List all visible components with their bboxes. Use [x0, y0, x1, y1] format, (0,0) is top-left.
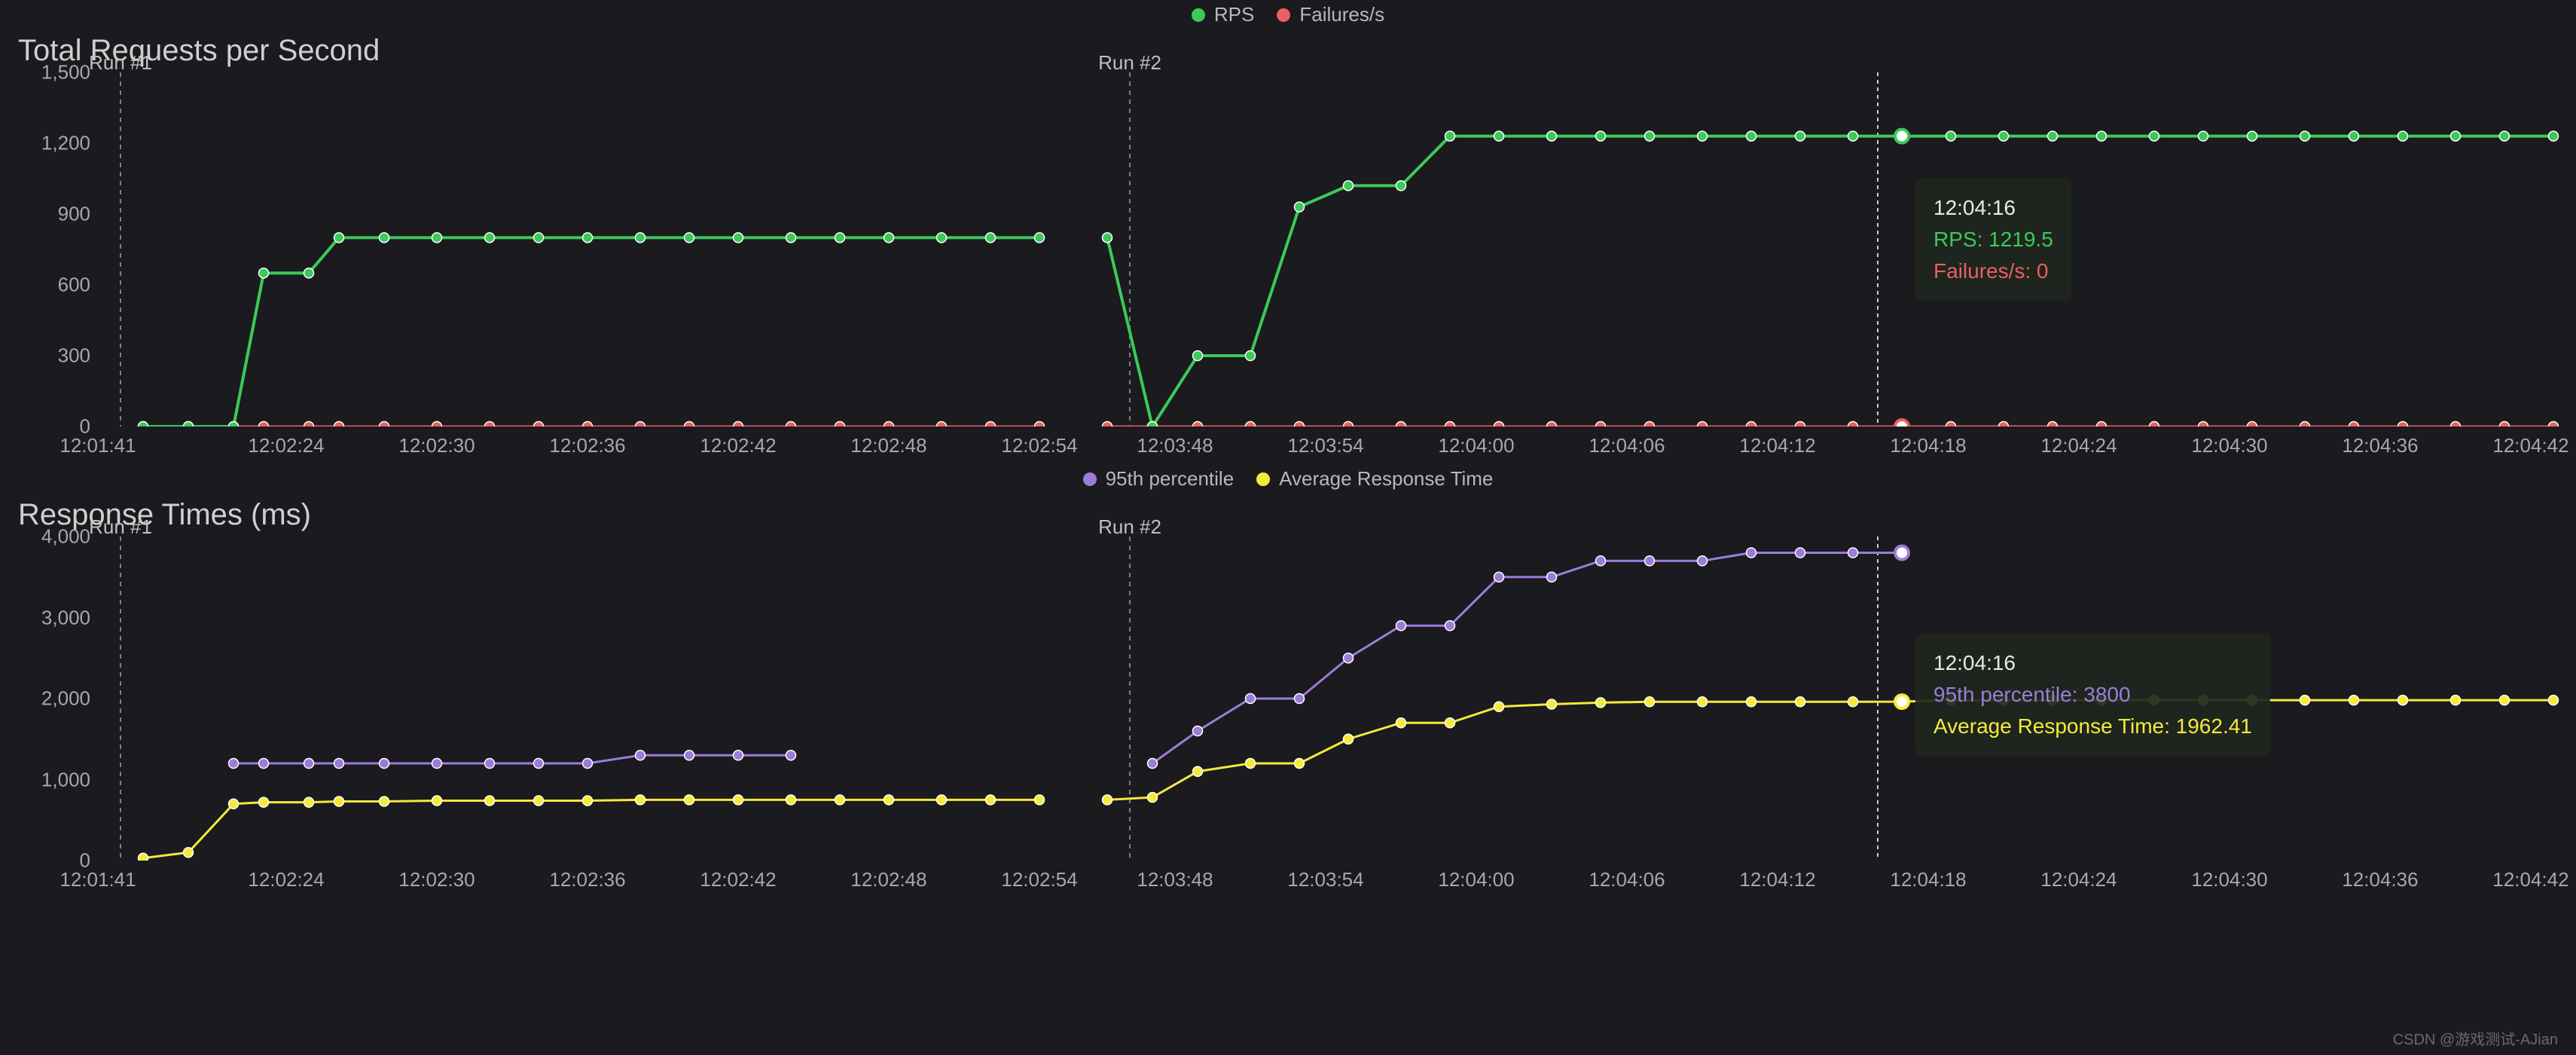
y-tick-label: 3,000 [41, 606, 90, 629]
legend-dot-icon [1083, 472, 1097, 486]
legend-label: Average Response Time [1279, 467, 1493, 491]
legend-label: 95th percentile [1106, 467, 1235, 491]
y-tick-label: 600 [58, 274, 90, 297]
x-tick-label: 12:04:36 [2342, 868, 2418, 891]
x-tick-label: 12:02:36 [549, 434, 625, 457]
x-tick-label: 12:04:24 [2040, 434, 2117, 457]
response-legend: 95th percentile Average Response Time [15, 464, 2561, 494]
x-tick-label: 12:04:00 [1438, 868, 1514, 891]
x-tick-label: 12:04:24 [2040, 868, 2117, 891]
x-tick-label: 12:02:54 [1001, 434, 1077, 457]
x-tick-label: 12:04:18 [1890, 868, 1966, 891]
x-tick-label: 12:02:54 [1001, 868, 1077, 891]
y-tick-label: 1,200 [41, 132, 90, 155]
x-axis: 12:01:4112:02:2412:02:3012:02:3612:02:42… [98, 427, 2561, 457]
legend-dot-icon [1192, 8, 1205, 22]
rps-chart-section: RPS Failures/s Total Requests per Second… [15, 0, 2561, 457]
rps-legend: RPS Failures/s [15, 0, 2561, 29]
plot-area[interactable]: Run #1Run #212:04:1695th percentile: 380… [98, 537, 2561, 861]
legend-item-failures[interactable]: Failures/s [1277, 3, 1384, 26]
y-axis: 01,0002,0003,0004,000 [15, 537, 98, 861]
x-tick-label: 12:02:30 [398, 434, 475, 457]
legend-item-avg[interactable]: Average Response Time [1256, 467, 1493, 491]
chart-title: Total Requests per Second [15, 29, 2561, 72]
legend-label: RPS [1214, 3, 1254, 26]
y-tick-label: 1,500 [41, 61, 90, 84]
x-tick-label: 12:02:48 [850, 868, 926, 891]
x-tick-label: 12:02:42 [700, 434, 776, 457]
response-chart-body: 01,0002,0003,0004,000 Run #1Run #212:04:… [15, 537, 2561, 861]
run-label: Run #2 [1098, 51, 1161, 75]
x-tick-label: 12:03:54 [1287, 434, 1363, 457]
y-tick-label: 300 [58, 344, 90, 368]
plot-area[interactable]: Run #1Run #212:04:16RPS: 1219.5Failures/… [98, 72, 2561, 427]
x-tick-label: 12:02:24 [248, 868, 324, 891]
x-tick-label: 12:04:30 [2191, 434, 2267, 457]
run-label: Run #2 [1098, 515, 1161, 539]
rps-chart-body: 03006009001,2001,500 Run #1Run #212:04:1… [15, 72, 2561, 427]
legend-dot-icon [1256, 472, 1270, 486]
x-tick-label: 12:02:48 [850, 434, 926, 457]
chart-tooltip: 12:04:16RPS: 1219.5Failures/s: 0 [1915, 179, 2071, 301]
y-tick-label: 2,000 [41, 687, 90, 711]
x-tick-label: 12:02:42 [700, 868, 776, 891]
y-tick-label: 900 [58, 203, 90, 226]
x-tick-label: 12:04:42 [2492, 868, 2568, 891]
watermark: CSDN @游戏测试-AJian [2393, 1027, 2558, 1049]
y-axis: 03006009001,2001,500 [15, 72, 98, 427]
x-tick-label: 12:02:30 [398, 868, 475, 891]
x-axis: 12:01:4112:02:2412:02:3012:02:3612:02:42… [98, 861, 2561, 891]
x-tick-label: 12:04:12 [1739, 434, 1815, 457]
legend-dot-icon [1277, 8, 1290, 22]
chart-title: Response Times (ms) [15, 494, 2561, 537]
x-tick-label: 12:01:41 [60, 434, 136, 457]
x-tick-label: 12:04:06 [1589, 868, 1665, 891]
x-tick-label: 12:04:30 [2191, 868, 2267, 891]
chart-tooltip: 12:04:1695th percentile: 3800Average Res… [1915, 634, 2270, 756]
x-tick-label: 12:04:06 [1589, 434, 1665, 457]
legend-label: Failures/s [1299, 3, 1384, 26]
legend-item-p95[interactable]: 95th percentile [1083, 467, 1235, 491]
y-tick-label: 1,000 [41, 768, 90, 791]
x-tick-label: 12:04:18 [1890, 434, 1966, 457]
x-tick-label: 12:03:48 [1137, 434, 1213, 457]
x-tick-label: 12:04:12 [1739, 868, 1815, 891]
y-tick-label: 4,000 [41, 525, 90, 549]
x-tick-label: 12:04:42 [2492, 434, 2568, 457]
x-tick-label: 12:03:54 [1287, 868, 1363, 891]
x-tick-label: 12:04:00 [1438, 434, 1514, 457]
x-tick-label: 12:04:36 [2342, 434, 2418, 457]
run-label: Run #1 [89, 515, 152, 539]
response-chart-section: 95th percentile Average Response Time Re… [15, 464, 2561, 891]
x-tick-label: 12:02:24 [248, 434, 324, 457]
legend-item-rps[interactable]: RPS [1192, 3, 1254, 26]
x-tick-label: 12:03:48 [1137, 868, 1213, 891]
x-tick-label: 12:01:41 [60, 868, 136, 891]
run-label: Run #1 [89, 51, 152, 75]
x-tick-label: 12:02:36 [549, 868, 625, 891]
